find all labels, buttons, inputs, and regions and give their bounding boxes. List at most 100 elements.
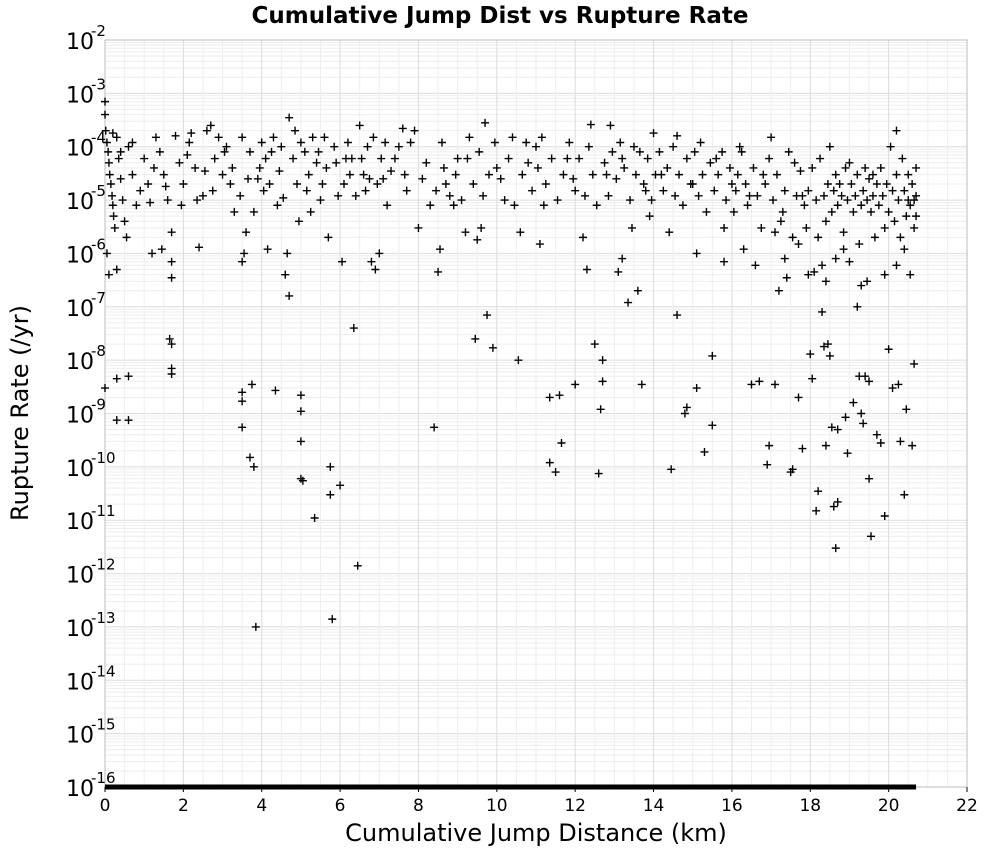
data-point	[800, 201, 809, 210]
data-point	[439, 163, 448, 172]
data-point	[532, 142, 540, 151]
data-point	[606, 121, 615, 130]
data-point	[146, 198, 155, 207]
data-point	[659, 186, 668, 195]
data-point	[821, 441, 830, 450]
data-point	[908, 441, 917, 450]
data-point	[108, 191, 117, 200]
data-point	[101, 110, 109, 119]
data-point	[249, 207, 258, 216]
data-point	[757, 223, 766, 232]
data-point	[206, 121, 215, 130]
y-tick-exponent: -11	[91, 502, 116, 520]
data-point	[819, 191, 828, 200]
data-point	[483, 311, 492, 320]
data-point	[582, 265, 591, 274]
data-point	[896, 233, 905, 242]
data-point	[649, 129, 658, 138]
data-point	[379, 174, 388, 183]
data-point	[128, 138, 137, 147]
data-point	[755, 377, 764, 386]
data-point	[328, 615, 337, 624]
data-point	[804, 186, 813, 195]
data-point	[114, 154, 123, 163]
data-point	[406, 138, 415, 147]
data-point	[244, 174, 253, 183]
data-point	[349, 324, 358, 333]
x-tick-label: 22	[956, 796, 978, 816]
data-point	[731, 186, 740, 195]
data-point	[326, 490, 335, 499]
data-point	[465, 133, 474, 142]
data-point	[635, 147, 644, 156]
data-point	[112, 416, 121, 425]
data-point	[148, 249, 157, 258]
data-point	[116, 147, 125, 156]
data-point	[910, 359, 919, 368]
data-point	[257, 138, 266, 147]
data-point	[733, 170, 742, 179]
data-point	[818, 307, 827, 316]
data-point	[291, 126, 300, 135]
data-point	[802, 223, 811, 232]
data-point	[463, 154, 472, 163]
data-point	[575, 154, 584, 163]
data-point	[253, 174, 262, 183]
data-point	[876, 438, 885, 447]
data-point	[449, 201, 458, 210]
data-point	[849, 398, 858, 407]
data-point	[228, 163, 237, 172]
data-point	[590, 340, 599, 349]
data-point	[698, 170, 707, 179]
y-tick-label: 10	[66, 137, 94, 162]
data-point	[161, 182, 170, 191]
data-point	[263, 245, 272, 254]
y-tick-exponent: -16	[91, 769, 116, 787]
data-point	[765, 441, 774, 450]
data-point	[843, 449, 852, 458]
data-point	[218, 170, 227, 179]
data-point	[680, 409, 689, 418]
data-point	[829, 502, 838, 511]
data-point	[418, 174, 427, 183]
data-point	[833, 425, 842, 434]
data-point	[794, 240, 803, 249]
data-point	[812, 506, 821, 515]
data-point	[336, 481, 345, 490]
data-point	[892, 126, 901, 135]
data-point	[222, 142, 231, 151]
y-tick-label: 10	[66, 510, 94, 535]
data-point	[496, 174, 505, 183]
data-point	[647, 196, 656, 205]
data-point	[316, 196, 325, 205]
data-point	[102, 138, 111, 147]
data-point	[214, 133, 223, 142]
data-point	[876, 163, 885, 172]
data-point	[833, 497, 842, 506]
data-point	[831, 544, 840, 553]
data-point	[245, 147, 254, 156]
data-point	[708, 351, 717, 360]
data-point	[571, 186, 580, 195]
data-point	[900, 490, 909, 499]
data-point	[528, 186, 537, 195]
data-point	[663, 163, 672, 172]
data-point	[886, 142, 895, 151]
data-point	[400, 170, 409, 179]
data-point	[314, 147, 323, 156]
data-point	[763, 460, 772, 469]
data-point	[471, 334, 480, 343]
data-point	[271, 386, 280, 395]
data-point	[504, 154, 513, 163]
data-point	[322, 163, 331, 172]
x-tick-label: 16	[721, 796, 743, 816]
data-point	[101, 384, 109, 393]
data-point	[857, 409, 866, 418]
data-point	[553, 196, 562, 205]
data-point	[345, 170, 354, 179]
data-point	[326, 462, 335, 471]
data-point	[580, 191, 589, 200]
data-point	[872, 430, 881, 439]
data-point	[851, 191, 860, 200]
data-point	[727, 180, 736, 189]
